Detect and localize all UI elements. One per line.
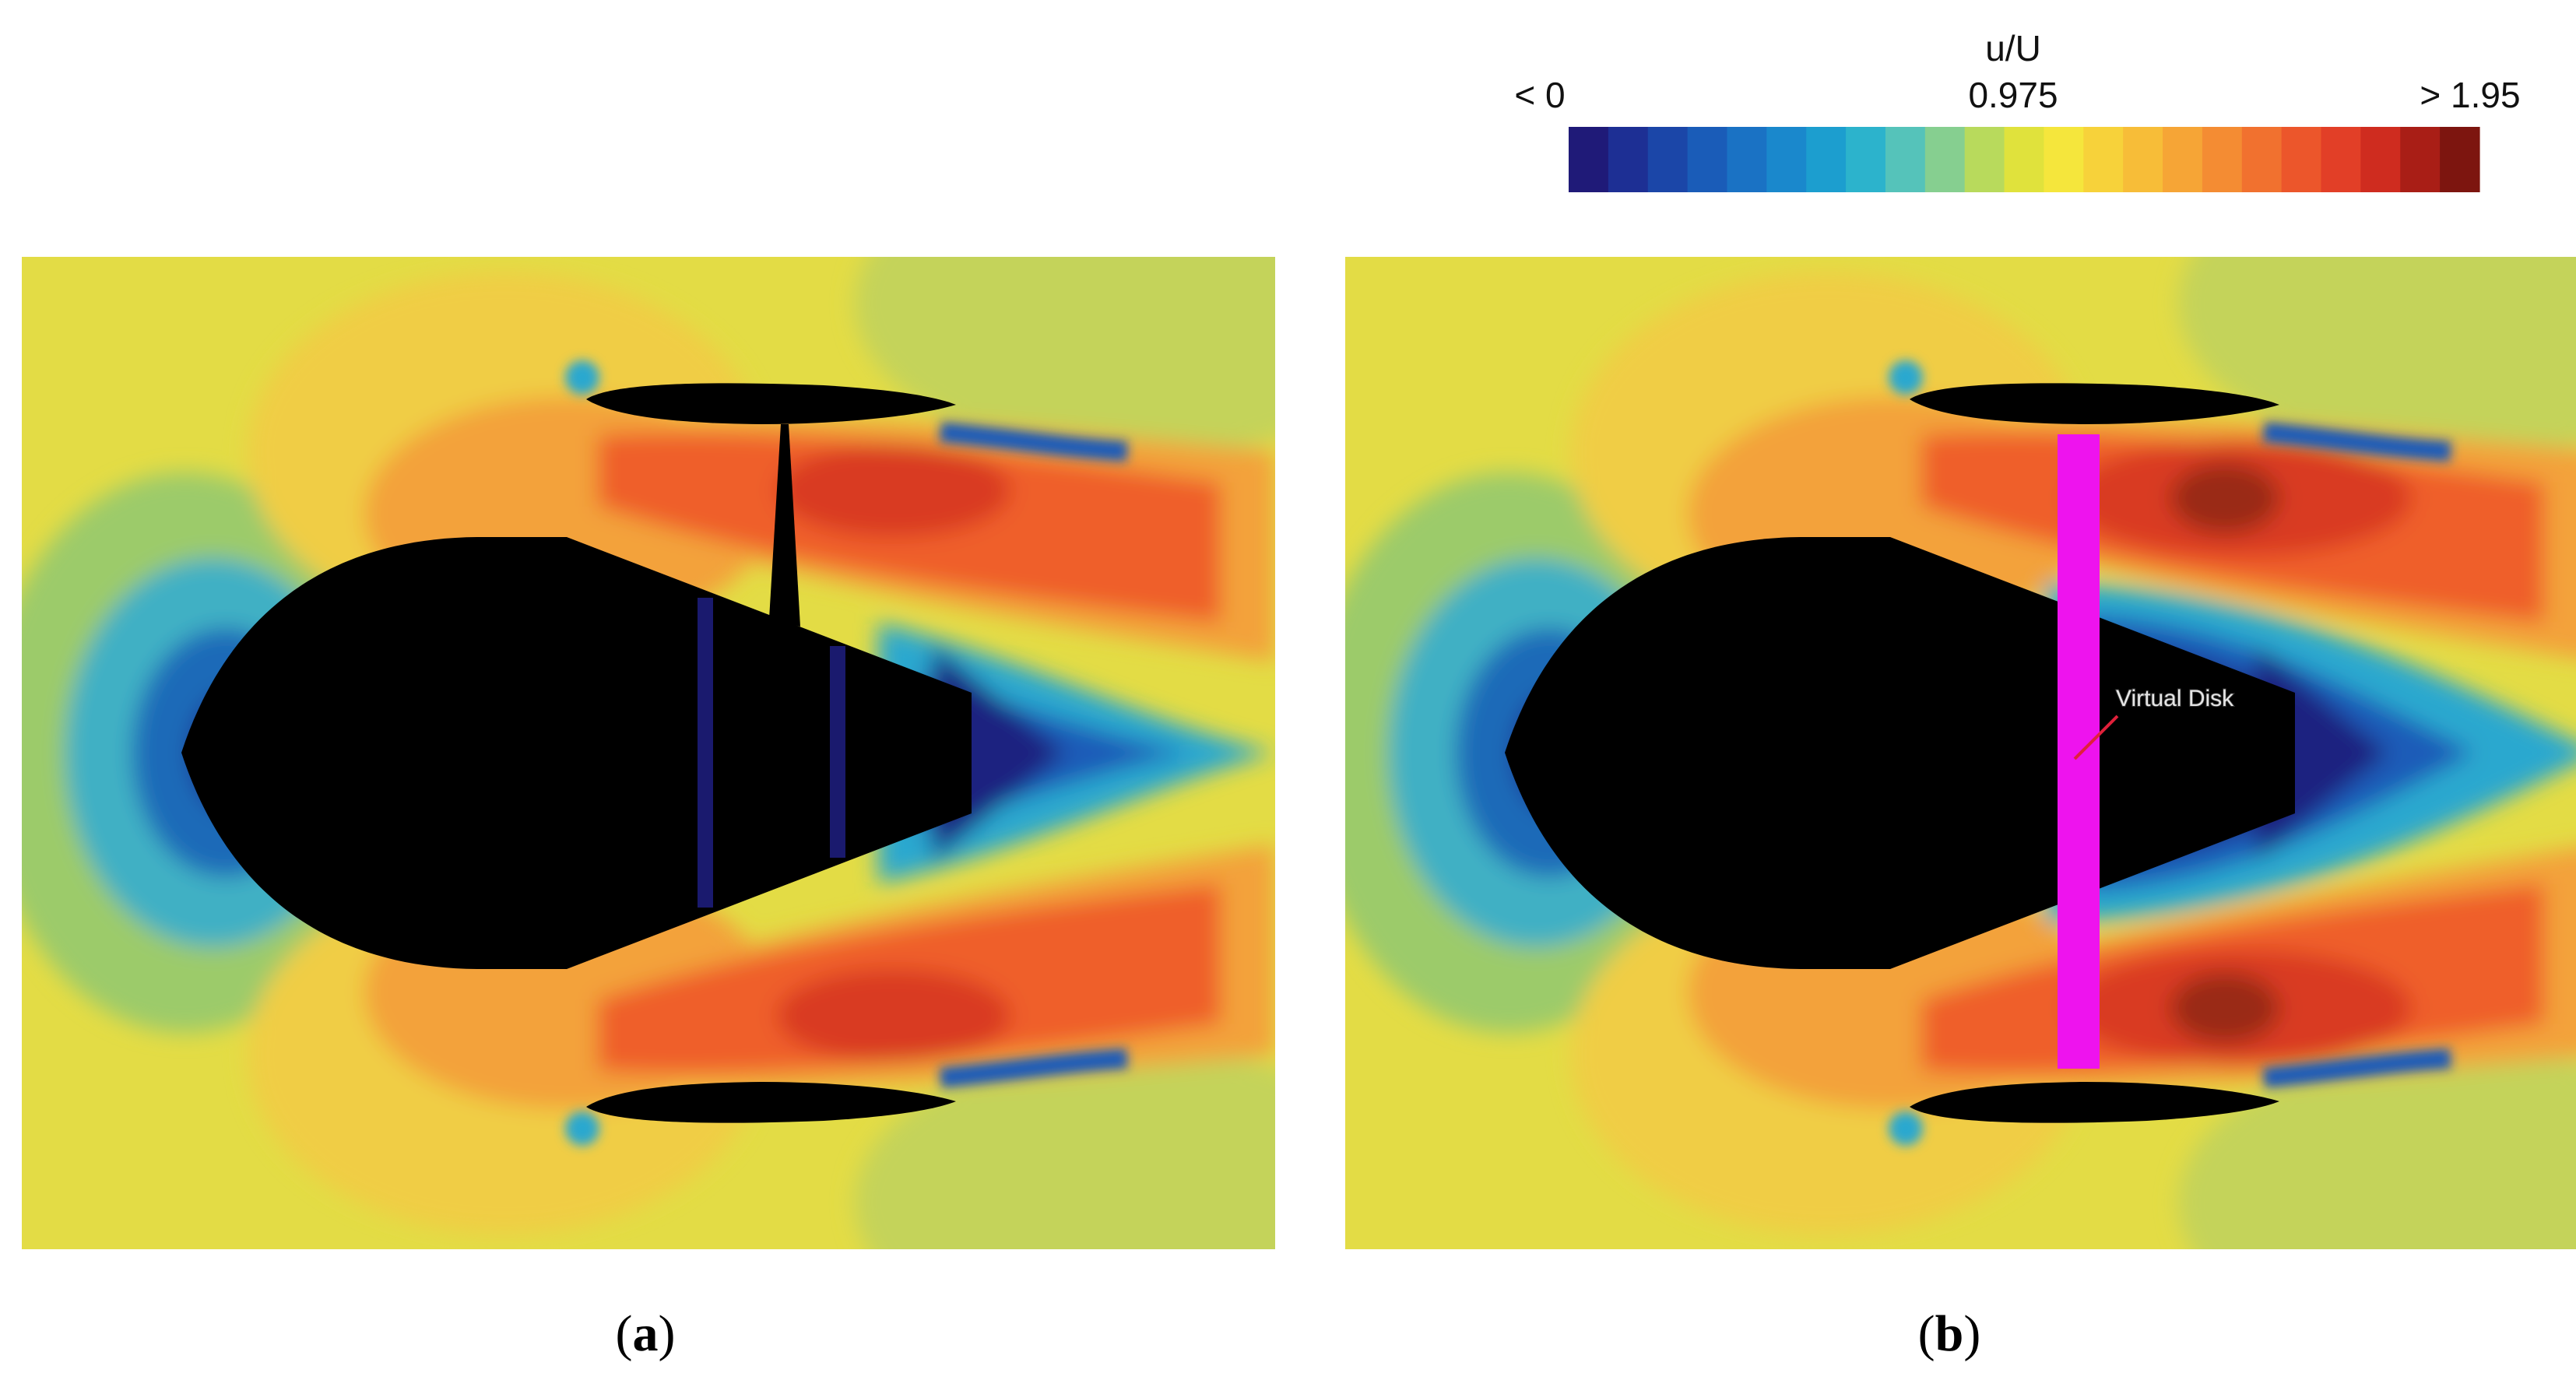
colorbar: u/U < 0 0.975 > 1.95 (1514, 28, 2521, 192)
colorbar-swatch (1885, 127, 1926, 192)
colorbar-swatch (1924, 127, 1966, 192)
colorbar-swatch (2202, 127, 2243, 192)
colorbar-swatch (1608, 127, 1649, 192)
colorbar-tick-max: > 1.95 (2420, 75, 2520, 115)
caption-b-close: ) (1963, 1305, 1980, 1362)
colorbar-swatches (1569, 127, 2480, 192)
blade-row-1 (698, 598, 713, 908)
peak-bottom (777, 969, 1010, 1062)
duct-wake-bottom (939, 1048, 1128, 1088)
field-smooth-layer (1345, 257, 2576, 1249)
colorbar-swatch (2440, 127, 2480, 192)
duct-foil-top (586, 383, 956, 424)
duct-wake-bottom (2262, 1048, 2451, 1088)
colorbar-title: u/U (1985, 28, 2041, 68)
duct-streaks (565, 360, 1128, 1146)
duct-foil-bottom (1910, 1082, 2279, 1123)
colorbar-swatch (1647, 127, 1689, 192)
virtual-disk-annotation: Virtual Disk (2073, 685, 2235, 760)
caption-b-letter: b (1935, 1305, 1964, 1362)
peak-bottom-core (2170, 973, 2279, 1043)
colorbar-swatch (1806, 127, 1847, 192)
virtual-disk (2058, 434, 2100, 1069)
caption-a-close: ) (659, 1305, 676, 1362)
colorbar-swatch (2400, 127, 2441, 192)
peak-top-core (2170, 463, 2279, 533)
colorbar-swatch (2281, 127, 2322, 192)
annotation-pointer-line (2073, 715, 2119, 760)
colorbar-swatch (2004, 127, 2045, 192)
duct-le-stagnation-top (565, 360, 599, 395)
colorbar-swatch (2083, 127, 2124, 192)
far-wake-bottom (855, 1047, 1275, 1249)
colorbar-swatch (1727, 127, 1767, 192)
colorbar-swatch (2360, 127, 2401, 192)
strut (769, 424, 800, 627)
duct-wake-top (2262, 422, 2451, 462)
far-wake-bottom (2178, 1047, 2576, 1249)
caption-a: (a) (616, 1305, 676, 1362)
duct-streaks (1889, 360, 2451, 1146)
colorbar-swatch (2321, 127, 2361, 192)
colorbar-tick-mid: 0.975 (1968, 75, 2058, 115)
panel-b-geometry (1505, 383, 2295, 1123)
far-wake-top (855, 257, 1275, 459)
colorbar-swatch (2163, 127, 2203, 192)
caption-b: (b) (1918, 1305, 1981, 1362)
colorbar-swatch (1964, 127, 2005, 192)
colorbar-swatch (2044, 127, 2084, 192)
colorbar-swatch (1846, 127, 1886, 192)
hull-body (181, 537, 972, 969)
colorbar-swatch (1766, 127, 1807, 192)
caption-b-open: ( (1918, 1305, 1935, 1362)
panel-a-geometry (181, 383, 972, 1123)
peak-top (777, 444, 1010, 537)
colorbar-swatch (2241, 127, 2283, 192)
duct-le-stagnation-top (1889, 360, 1923, 395)
colorbar-swatch (1687, 127, 1728, 192)
duct-le-stagnation-bottom (1889, 1111, 1923, 1146)
far-wake-top (2178, 257, 2576, 459)
virtual-disk-label: Virtual Disk (2116, 686, 2234, 711)
caption-a-open: ( (616, 1305, 633, 1362)
duct-foil-top (1910, 383, 2279, 424)
duct-le-stagnation-bottom (565, 1111, 599, 1146)
blade-row-2 (830, 646, 845, 858)
colorbar-swatch (2123, 127, 2163, 192)
duct-foil-bottom (586, 1082, 956, 1123)
caption-a-letter: a (633, 1305, 659, 1362)
colorbar-swatch (1569, 127, 1609, 192)
duct-wake-top (939, 422, 1128, 462)
colorbar-tick-min: < 0 (1514, 75, 1565, 115)
